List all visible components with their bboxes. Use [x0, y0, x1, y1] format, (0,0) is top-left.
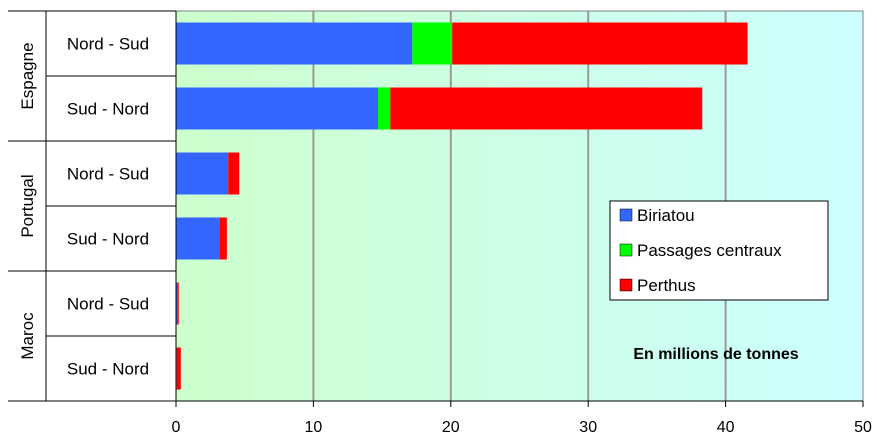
bar-passages-centraux-1 — [377, 87, 391, 130]
bar-biriatou-3 — [176, 217, 220, 260]
bars — [176, 22, 748, 390]
legend-label-passages-centraux: Passages centraux — [637, 241, 782, 260]
category-label-1: Sud - Nord — [67, 100, 149, 119]
bar-biriatou-2 — [176, 152, 229, 195]
x-tick-label-20: 20 — [442, 419, 460, 436]
legend-swatch-perthus — [619, 278, 633, 292]
bar-perthus-1 — [390, 87, 703, 130]
category-label-0: Nord - Sud — [67, 35, 149, 54]
bar-biriatou-0 — [176, 22, 413, 65]
legend-label-perthus: Perthus — [637, 276, 696, 295]
legend: Biriatou Passages centraux Perthus — [609, 200, 829, 301]
legend-label-biriatou: Biriatou — [637, 206, 695, 225]
bar-perthus-4 — [177, 282, 179, 325]
legend-swatch-passages-centraux — [619, 243, 633, 257]
legend-swatch-biriatou — [619, 208, 633, 222]
group-label-maroc: Maroc — [18, 312, 37, 360]
bar-perthus-2 — [228, 152, 240, 195]
group-label-espagne: Espagne — [18, 42, 37, 109]
x-tick-labels: 0 10 20 30 40 50 — [172, 419, 872, 436]
category-label-2: Nord - Sud — [67, 165, 149, 184]
category-label-3: Sud - Nord — [67, 230, 149, 249]
unit-annotation: En millions de tonnes — [633, 346, 798, 363]
legend-box — [609, 200, 829, 301]
bar-perthus-0 — [452, 22, 748, 65]
bar-biriatou-1 — [176, 87, 378, 130]
x-tick-label-0: 0 — [172, 419, 181, 436]
axes — [8, 10, 864, 407]
x-tick-label-10: 10 — [305, 419, 323, 436]
bar-biriatou-4 — [176, 282, 178, 325]
category-labels: Nord - Sud Sud - Nord Nord - Sud Sud - Nord… — [67, 35, 149, 379]
x-tick-label-50: 50 — [854, 419, 872, 436]
group-labels: Espagne Portugal Maroc — [18, 42, 37, 359]
bar-perthus-5 — [176, 347, 181, 390]
group-label-portugal: Portugal — [18, 174, 37, 237]
x-tick-label-40: 40 — [717, 419, 735, 436]
category-label-5: Sud - Nord — [67, 360, 149, 379]
x-tick-label-30: 30 — [579, 419, 597, 436]
category-label-4: Nord - Sud — [67, 295, 149, 314]
bar-perthus-3 — [219, 217, 227, 260]
bar-passages-centraux-0 — [412, 22, 453, 65]
